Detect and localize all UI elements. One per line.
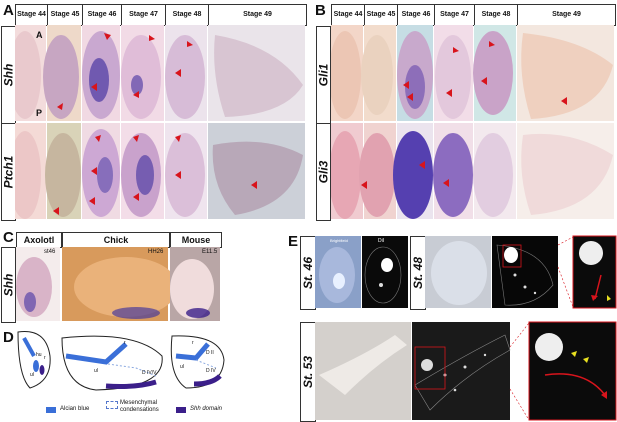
stage-label-hh26: HH26 (148, 249, 164, 255)
panel-b-label: B (315, 2, 326, 19)
diag-label: D IV (206, 368, 216, 374)
channel-label-dii: DiI (378, 238, 385, 244)
panel-e-label: E (288, 233, 299, 250)
stage-label-e115: E11.5 (202, 249, 218, 255)
panel-e-images (315, 235, 617, 421)
panel-a-label: A (3, 2, 14, 19)
row-label-ptch1: Ptch1 (1, 123, 16, 221)
stage-header: Stage 46 (397, 4, 435, 26)
row-label-st46: St. 46 (300, 236, 316, 310)
legend-alcian-blue-swatch (46, 407, 56, 413)
diag-label: hu (36, 352, 42, 358)
diag-label: r (192, 340, 194, 346)
panel-b-image-grid (331, 25, 614, 219)
axis-marker-anterior: A (36, 30, 43, 40)
species-header-axolotl: Axolotl (16, 232, 62, 248)
legend-shh-swatch (176, 407, 186, 413)
panel-a-image-grid (15, 25, 305, 219)
diag-label: ul (180, 364, 184, 370)
diag-label: D IV/V (142, 370, 157, 376)
stage-header: Stage 47 (434, 4, 475, 26)
channel-label-brightfield: Brightfield (330, 238, 348, 243)
row-label-shh: Shh (1, 26, 16, 124)
species-header-mouse: Mouse (170, 232, 222, 248)
stage-header: Stage 46 (82, 4, 122, 26)
row-label-gli1: Gli1 (316, 26, 331, 124)
stage-header: Stage 48 (474, 4, 518, 26)
stage-header: Stage 48 (165, 4, 209, 26)
stage-label-st46: st46 (44, 249, 56, 255)
panel-d-label: D (3, 329, 14, 346)
row-label-st53: St. 53 (300, 322, 316, 422)
stage-header: Stage 44 (15, 4, 48, 26)
legend-alcian-blue: Alcian blue (60, 406, 90, 412)
legend-mesenchymal-swatch (106, 401, 118, 409)
species-header-chick: Chick (62, 232, 170, 248)
stage-header: Stage 45 (364, 4, 398, 26)
panel-d-diagrams (17, 331, 225, 391)
stage-header: Stage 49 (517, 4, 616, 26)
panel-c-images (16, 247, 220, 321)
row-label-shh-c: Shh (1, 247, 16, 323)
legend-mesenchymal: Mesenchymal condensations (120, 400, 159, 413)
diag-label: ul (30, 372, 34, 378)
diag-label: r (44, 355, 46, 361)
stage-header: Stage 45 (47, 4, 83, 26)
stage-header: Stage 49 (208, 4, 307, 26)
stage-header: Stage 47 (121, 4, 166, 26)
row-label-gli3: Gli3 (316, 123, 331, 221)
axis-marker-posterior: P (36, 108, 43, 118)
legend-shh-domain: Shh domain (190, 406, 223, 412)
panel-c-label: C (3, 229, 14, 246)
diag-label: ul (94, 368, 98, 374)
diag-label: r (124, 340, 126, 346)
stage-header: Stage 44 (331, 4, 365, 26)
diag-label: D II (206, 350, 214, 356)
